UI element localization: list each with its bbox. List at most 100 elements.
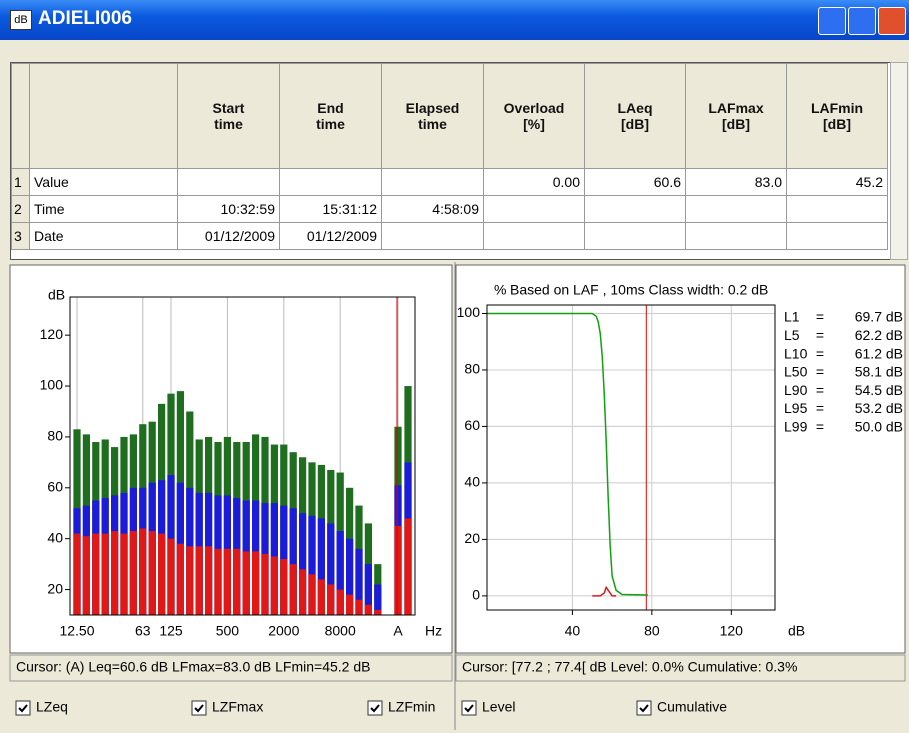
checkbox-label[interactable]: LZeq xyxy=(36,699,68,715)
bar xyxy=(120,533,128,615)
y-tick-label: 40 xyxy=(47,529,63,545)
checkbox-label[interactable]: LZFmax xyxy=(212,699,263,715)
bar xyxy=(280,505,288,615)
bar xyxy=(252,500,260,615)
header-cell: LAFmax [dB] xyxy=(685,63,787,169)
bar xyxy=(195,546,203,615)
check-mark xyxy=(18,704,28,713)
y-axis-label: dB xyxy=(48,287,65,303)
bar xyxy=(139,528,147,615)
x-tick-label: 80 xyxy=(644,623,660,639)
bar xyxy=(280,444,288,615)
x-axis-label: dB xyxy=(788,623,805,639)
bar xyxy=(111,531,119,615)
bar xyxy=(205,436,213,615)
bar xyxy=(139,487,147,615)
bar xyxy=(101,439,109,615)
row: 2 Time 10:32:59 15:31:12 4:58:09 xyxy=(11,195,888,223)
stat-eq: = xyxy=(816,327,824,343)
bar xyxy=(129,487,137,615)
row: 1 Value 0.00 60.6 83.0 45.2 xyxy=(11,168,888,196)
header-cell xyxy=(11,63,30,169)
left-status xyxy=(9,654,453,682)
bar xyxy=(214,495,222,615)
bar xyxy=(355,548,363,615)
bar xyxy=(270,503,278,615)
maximize-button[interactable] xyxy=(848,7,876,35)
check-mark xyxy=(194,704,204,713)
bar xyxy=(404,518,412,615)
stat-value: 50.0 dB xyxy=(855,419,903,435)
bar xyxy=(158,533,166,615)
bar xyxy=(355,505,363,615)
cell: 3 xyxy=(11,222,30,250)
table: Start time End time Elapsed time Overload [… xyxy=(11,63,888,250)
cell: 83.0 xyxy=(685,168,787,196)
checkbox-label[interactable]: Level xyxy=(482,699,515,715)
stat-name: L90 xyxy=(784,382,808,398)
bar xyxy=(374,609,382,615)
cell xyxy=(483,222,585,250)
cell: 0.00 xyxy=(483,168,585,196)
bar xyxy=(92,533,100,615)
stat-name: L95 xyxy=(784,400,808,416)
stat-eq: = xyxy=(816,382,824,398)
checkbox[interactable] xyxy=(367,700,383,716)
bar xyxy=(101,533,109,615)
bar xyxy=(223,436,231,615)
bar xyxy=(280,559,288,615)
bar xyxy=(270,444,278,615)
bar xyxy=(158,480,166,615)
x-tick-label: 125 xyxy=(159,623,183,639)
header-cell: Overload [%] xyxy=(483,63,585,169)
bar xyxy=(176,391,184,615)
cell xyxy=(381,168,484,196)
header-cell: Elapsed time xyxy=(381,63,484,169)
stat-eq: = xyxy=(816,364,824,380)
header-cell: End time xyxy=(279,63,382,169)
bar xyxy=(129,531,137,615)
stat-value: 61.2 dB xyxy=(855,345,903,361)
checkbox[interactable] xyxy=(636,700,652,716)
check-mark xyxy=(639,704,649,713)
stat-value: 53.2 dB xyxy=(855,400,903,416)
x-tick-label: 2000 xyxy=(268,623,299,639)
cell: 60.6 xyxy=(584,168,686,196)
bar xyxy=(129,434,137,615)
cell xyxy=(584,222,686,250)
bar xyxy=(82,434,90,615)
bar xyxy=(242,500,250,615)
status-text: Cursor: (A) Leq=60.6 dB LFmax=83.0 dB LF… xyxy=(16,659,370,675)
stat-eq: = xyxy=(816,345,824,361)
bar xyxy=(394,485,402,615)
bar xyxy=(233,442,241,615)
bar xyxy=(186,487,194,615)
bar xyxy=(176,543,184,615)
bar xyxy=(158,403,166,615)
checkbox[interactable] xyxy=(191,700,207,716)
cell xyxy=(279,168,382,196)
scrollbar[interactable] xyxy=(890,62,908,260)
stat-name: L50 xyxy=(784,364,808,380)
checkbox[interactable] xyxy=(15,700,31,716)
bar xyxy=(195,492,203,615)
cell: 2 xyxy=(11,195,30,223)
checkbox-label[interactable]: LZFmin xyxy=(388,699,435,715)
bar xyxy=(336,472,344,615)
bar xyxy=(73,533,81,615)
left-panel xyxy=(9,264,453,654)
stat-value: 62.2 dB xyxy=(855,327,903,343)
bar xyxy=(148,421,156,615)
bar xyxy=(214,548,222,615)
minimize-button[interactable] xyxy=(818,7,846,35)
window-title: ADIELI006 xyxy=(38,8,132,29)
cell: 10:32:59 xyxy=(177,195,280,223)
close-button[interactable] xyxy=(878,7,906,35)
bar xyxy=(299,457,307,615)
bar xyxy=(308,515,316,615)
checkbox[interactable] xyxy=(461,700,477,716)
checkbox-label[interactable]: Cumulative xyxy=(657,699,727,715)
bar xyxy=(223,548,231,615)
bar xyxy=(346,487,354,615)
bar xyxy=(394,426,402,615)
